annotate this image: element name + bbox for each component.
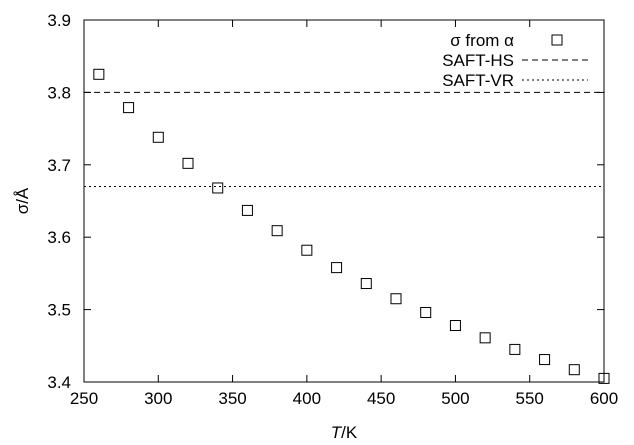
data-point (331, 262, 343, 274)
data-point (241, 204, 253, 216)
data-point (509, 343, 521, 355)
reference-lines (84, 91, 604, 188)
y-axis-ticks: 3.4 3.5 3.6 3.7 3.8 3.9 (47, 11, 604, 392)
y-tick-label: 3.4 (47, 373, 71, 392)
data-point (449, 320, 461, 332)
data-point (360, 278, 372, 290)
x-tick-label: 400 (293, 389, 321, 408)
x-tick-label: 550 (516, 389, 544, 408)
legend-label-sigma-from-alpha: σ from α (450, 31, 514, 50)
plot-frame (83, 19, 605, 383)
data-point (568, 364, 580, 376)
y-tick-label: 3.9 (47, 11, 71, 30)
data-markers (93, 68, 610, 384)
data-point (93, 68, 105, 80)
legend-label-saft-hs: SAFT-HS (442, 51, 514, 70)
data-point (539, 354, 551, 366)
data-point (301, 244, 313, 256)
data-point (152, 131, 164, 143)
data-point (182, 157, 194, 169)
x-tick-label: 600 (590, 389, 618, 408)
data-point (271, 225, 283, 237)
data-point (212, 182, 224, 194)
y-tick-label: 3.5 (47, 301, 71, 320)
legend-marker-sigma-from-alpha (551, 34, 563, 46)
x-tick-label: 500 (441, 389, 469, 408)
y-tick-label: 3.6 (47, 228, 71, 247)
x-axis-label-rest: /K (341, 423, 358, 442)
data-point (390, 293, 402, 305)
x-tick-label: 300 (144, 389, 172, 408)
x-axis-label: T/K (331, 423, 358, 442)
y-axis-label: σ/Å (13, 187, 32, 214)
y-tick-label: 3.7 (47, 156, 71, 175)
x-tick-label: 350 (218, 389, 246, 408)
y-tick-label: 3.8 (47, 83, 71, 102)
x-tick-label: 450 (367, 389, 395, 408)
data-point (479, 332, 491, 344)
legend-label-saft-vr: SAFT-VR (442, 71, 514, 90)
x-axis-label-italic: T (331, 423, 343, 442)
x-tick-label: 250 (70, 389, 98, 408)
legend: σ from α SAFT-HS SAFT-VR (442, 31, 588, 90)
data-point (420, 306, 432, 318)
x-axis-ticks: 250 300 350 400 450 500 550 600 (70, 20, 618, 408)
data-point (123, 102, 135, 114)
